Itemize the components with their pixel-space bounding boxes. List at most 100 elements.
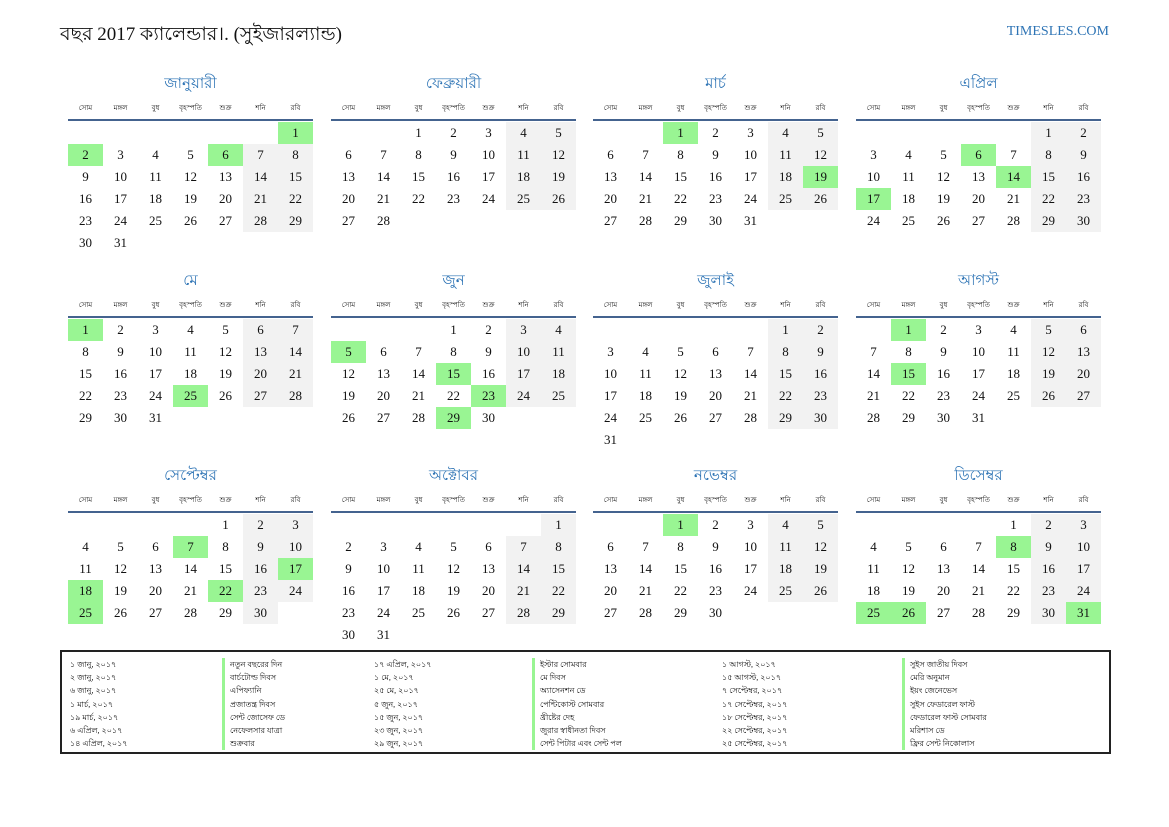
day-cell[interactable]: 15 <box>674 561 687 576</box>
holiday-day-cell[interactable]: 8 <box>996 536 1031 558</box>
day-cell[interactable]: 26 <box>674 410 687 425</box>
holiday-day-cell[interactable]: 25 <box>68 602 103 624</box>
day-cell[interactable]: 17 <box>114 191 127 206</box>
day-cell[interactable]: 6 <box>607 147 614 162</box>
day-cell[interactable]: 10 <box>867 169 880 184</box>
day-cell[interactable]: 12 <box>541 144 576 166</box>
day-cell[interactable]: 8 <box>905 344 912 359</box>
day-cell[interactable]: 15 <box>541 558 576 580</box>
day-cell[interactable]: 15 <box>278 166 313 188</box>
day-cell[interactable]: 22 <box>541 580 576 602</box>
day-cell[interactable]: 5 <box>222 322 229 337</box>
day-cell[interactable]: 31 <box>972 410 985 425</box>
day-cell[interactable]: 14 <box>506 558 541 580</box>
day-cell[interactable]: 13 <box>377 366 390 381</box>
day-cell[interactable]: 25 <box>768 580 803 602</box>
day-cell[interactable]: 2 <box>940 322 947 337</box>
day-cell[interactable]: 10 <box>114 169 127 184</box>
day-cell[interactable]: 10 <box>149 344 162 359</box>
day-cell[interactable]: 20 <box>709 388 722 403</box>
day-cell[interactable]: 27 <box>709 410 722 425</box>
holiday-day-cell[interactable]: 15 <box>436 363 471 385</box>
day-cell[interactable]: 4 <box>768 514 803 536</box>
day-cell[interactable]: 19 <box>937 191 950 206</box>
day-cell[interactable]: 30 <box>114 410 127 425</box>
day-cell[interactable]: 4 <box>187 322 194 337</box>
day-cell[interactable]: 6 <box>712 344 719 359</box>
holiday-day-cell[interactable]: 14 <box>996 166 1031 188</box>
day-cell[interactable]: 8 <box>541 536 576 558</box>
day-cell[interactable]: 29 <box>1007 605 1020 620</box>
holiday-day-cell[interactable]: 17 <box>856 188 891 210</box>
day-cell[interactable]: 7 <box>506 536 541 558</box>
day-cell[interactable]: 20 <box>377 388 390 403</box>
day-cell[interactable]: 13 <box>937 561 950 576</box>
day-cell[interactable]: 30 <box>1031 602 1066 624</box>
day-cell[interactable]: 25 <box>902 213 915 228</box>
day-cell[interactable]: 1 <box>1010 517 1017 532</box>
day-cell[interactable]: 7 <box>243 144 278 166</box>
day-cell[interactable]: 20 <box>243 363 278 385</box>
day-cell[interactable]: 5 <box>905 539 912 554</box>
day-cell[interactable]: 23 <box>803 385 838 407</box>
day-cell[interactable]: 4 <box>870 539 877 554</box>
day-cell[interactable]: 25 <box>412 605 425 620</box>
day-cell[interactable]: 12 <box>803 144 838 166</box>
day-cell[interactable]: 19 <box>541 166 576 188</box>
day-cell[interactable]: 25 <box>149 213 162 228</box>
day-cell[interactable]: 19 <box>902 583 915 598</box>
day-cell[interactable]: 12 <box>1031 341 1066 363</box>
holiday-day-cell[interactable]: 23 <box>471 385 506 407</box>
day-cell[interactable]: 26 <box>184 213 197 228</box>
day-cell[interactable]: 22 <box>447 388 460 403</box>
day-cell[interactable]: 3 <box>380 539 387 554</box>
day-cell[interactable]: 14 <box>377 169 390 184</box>
day-cell[interactable]: 21 <box>1007 191 1020 206</box>
day-cell[interactable]: 10 <box>278 536 313 558</box>
day-cell[interactable]: 29 <box>79 410 92 425</box>
day-cell[interactable]: 8 <box>278 144 313 166</box>
day-cell[interactable]: 24 <box>377 605 390 620</box>
day-cell[interactable]: 5 <box>803 514 838 536</box>
day-cell[interactable]: 9 <box>940 344 947 359</box>
day-cell[interactable]: 4 <box>905 147 912 162</box>
day-cell[interactable]: 19 <box>184 191 197 206</box>
day-cell[interactable]: 14 <box>639 169 652 184</box>
day-cell[interactable]: 28 <box>1007 213 1020 228</box>
day-cell[interactable]: 13 <box>1066 341 1101 363</box>
day-cell[interactable]: 30 <box>937 410 950 425</box>
day-cell[interactable]: 7 <box>642 539 649 554</box>
day-cell[interactable]: 11 <box>867 561 880 576</box>
day-cell[interactable]: 10 <box>604 366 617 381</box>
day-cell[interactable]: 31 <box>114 235 127 250</box>
day-cell[interactable]: 12 <box>674 366 687 381</box>
day-cell[interactable]: 26 <box>447 605 460 620</box>
day-cell[interactable]: 27 <box>604 605 617 620</box>
day-cell[interactable]: 10 <box>506 341 541 363</box>
day-cell[interactable]: 22 <box>674 191 687 206</box>
day-cell[interactable]: 25 <box>1007 388 1020 403</box>
day-cell[interactable]: 26 <box>541 188 576 210</box>
holiday-day-cell[interactable]: 2 <box>68 144 103 166</box>
day-cell[interactable]: 2 <box>1031 514 1066 536</box>
day-cell[interactable]: 8 <box>82 344 89 359</box>
day-cell[interactable]: 11 <box>639 366 652 381</box>
day-cell[interactable]: 21 <box>506 580 541 602</box>
day-cell[interactable]: 21 <box>412 388 425 403</box>
day-cell[interactable]: 5 <box>677 344 684 359</box>
day-cell[interactable]: 28 <box>278 385 313 407</box>
day-cell[interactable]: 9 <box>450 147 457 162</box>
day-cell[interactable]: 3 <box>747 125 754 140</box>
holiday-day-cell[interactable]: 31 <box>1066 602 1101 624</box>
day-cell[interactable]: 2 <box>803 319 838 341</box>
day-cell[interactable]: 30 <box>79 235 92 250</box>
day-cell[interactable]: 1 <box>1031 122 1066 144</box>
day-cell[interactable]: 23 <box>1066 188 1101 210</box>
day-cell[interactable]: 11 <box>506 144 541 166</box>
day-cell[interactable]: 30 <box>709 213 722 228</box>
day-cell[interactable]: 24 <box>1066 580 1101 602</box>
day-cell[interactable]: 14 <box>744 366 757 381</box>
day-cell[interactable]: 4 <box>506 122 541 144</box>
day-cell[interactable]: 11 <box>184 344 197 359</box>
day-cell[interactable]: 24 <box>744 191 757 206</box>
